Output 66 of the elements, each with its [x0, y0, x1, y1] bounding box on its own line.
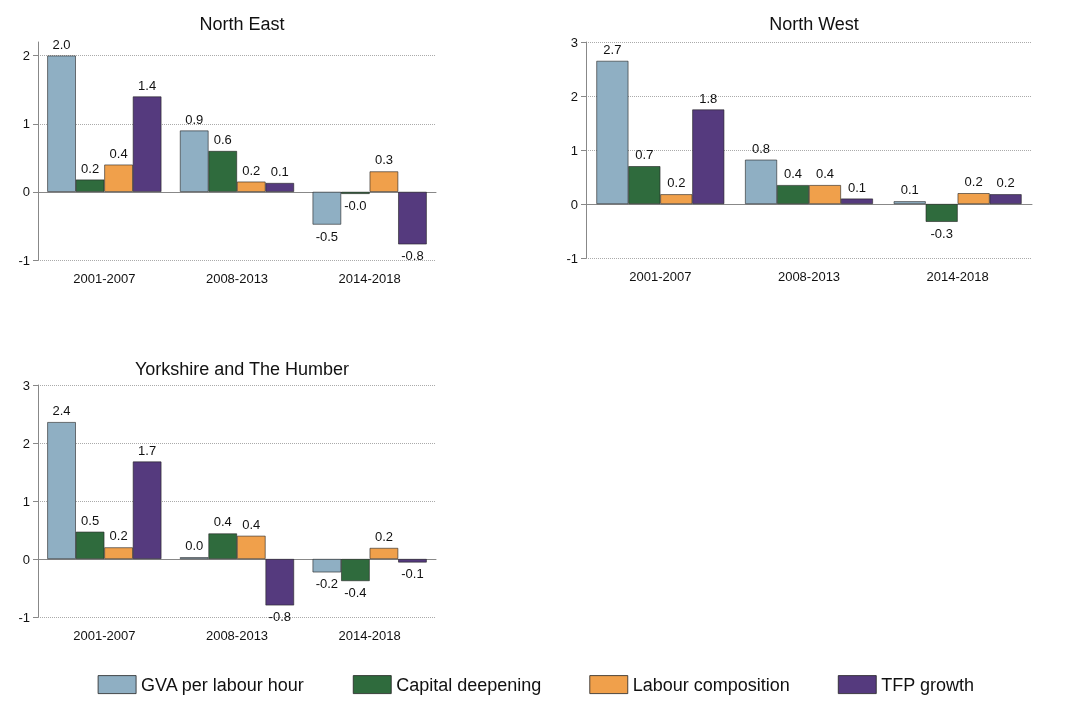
- data-label: 0.4: [815, 166, 835, 182]
- y-tick-label: 0: [22, 551, 30, 567]
- y-tick-label: 3: [570, 34, 578, 50]
- legend-label: Capital deepening: [396, 674, 542, 695]
- data-label: -0.8: [268, 609, 291, 625]
- data-label: 0.2: [996, 175, 1015, 191]
- chart-title: North East: [199, 14, 285, 34]
- data-label: 0.9: [185, 111, 204, 127]
- data-label: 1.7: [138, 442, 157, 458]
- data-label: 2.4: [52, 403, 71, 419]
- data-label: 0.6: [213, 132, 232, 147]
- data-label: -0.1: [401, 566, 424, 582]
- legend-label: GVA per labour hour: [141, 674, 304, 695]
- chart-title: Yorkshire and The Humber: [134, 359, 350, 379]
- data-label: -0.3: [930, 225, 953, 241]
- y-tick-label: -1: [566, 250, 578, 266]
- data-label: -0.0: [344, 197, 367, 213]
- data-label: 1.4: [138, 77, 157, 93]
- data-label: 0.8: [752, 140, 771, 156]
- x-tick-label: 2014-2018: [338, 628, 401, 643]
- data-label: 0.0: [185, 538, 204, 554]
- y-tick-label: 0: [570, 196, 578, 212]
- x-tick-label: 2008-2013: [205, 271, 269, 286]
- data-label: 2.7: [603, 41, 622, 57]
- x-tick-label: 2001-2007: [629, 269, 692, 284]
- data-label: 0.4: [109, 145, 128, 161]
- y-tick-label: 2: [22, 48, 30, 64]
- x-tick-label: 2014-2018: [338, 271, 401, 286]
- y-tick-label: 2: [570, 88, 578, 104]
- data-label: 1.8: [699, 90, 718, 106]
- y-tick-label: 1: [570, 142, 578, 158]
- data-label: 0.2: [81, 160, 100, 176]
- x-tick-label: 2014-2018: [926, 269, 989, 284]
- x-tick-label: 2001-2007: [73, 628, 136, 643]
- data-label: 0.2: [109, 528, 128, 544]
- data-label: -0.4: [344, 585, 367, 601]
- data-label: 0.1: [900, 182, 919, 198]
- y-tick-label: -1: [18, 609, 30, 625]
- data-label: 0.4: [783, 166, 803, 182]
- data-label: 0.2: [964, 174, 983, 190]
- legend-label: TFP growth: [881, 674, 974, 695]
- y-tick-label: 1: [22, 116, 30, 132]
- y-tick-label: 2: [22, 435, 30, 451]
- x-tick-label: 2001-2007: [73, 271, 136, 286]
- data-label: 0.1: [270, 164, 289, 180]
- data-label: 0.2: [667, 175, 686, 191]
- data-label: 0.3: [374, 152, 393, 168]
- data-label: 0.4: [213, 514, 232, 530]
- data-label: 0.7: [635, 147, 654, 163]
- data-label: 0.5: [81, 512, 100, 528]
- data-label: -0.5: [315, 228, 339, 244]
- data-label: 0.2: [374, 528, 393, 544]
- x-tick-label: 2008-2013: [205, 628, 269, 643]
- data-label: 0.2: [242, 162, 261, 178]
- y-tick-label: 1: [22, 493, 30, 509]
- y-tick-label: 0: [22, 184, 30, 200]
- y-tick-label: -1: [18, 252, 30, 268]
- chart-title: North West: [769, 14, 859, 34]
- data-label: -0.2: [315, 576, 339, 592]
- y-tick-label: 3: [22, 377, 30, 393]
- legend-label: Labour composition: [632, 674, 790, 695]
- data-label: 0.1: [847, 179, 866, 195]
- x-tick-label: 2008-2013: [777, 269, 841, 284]
- data-label: 2.0: [52, 36, 71, 52]
- data-label: 0.4: [242, 516, 261, 532]
- data-label: -0.8: [401, 248, 424, 264]
